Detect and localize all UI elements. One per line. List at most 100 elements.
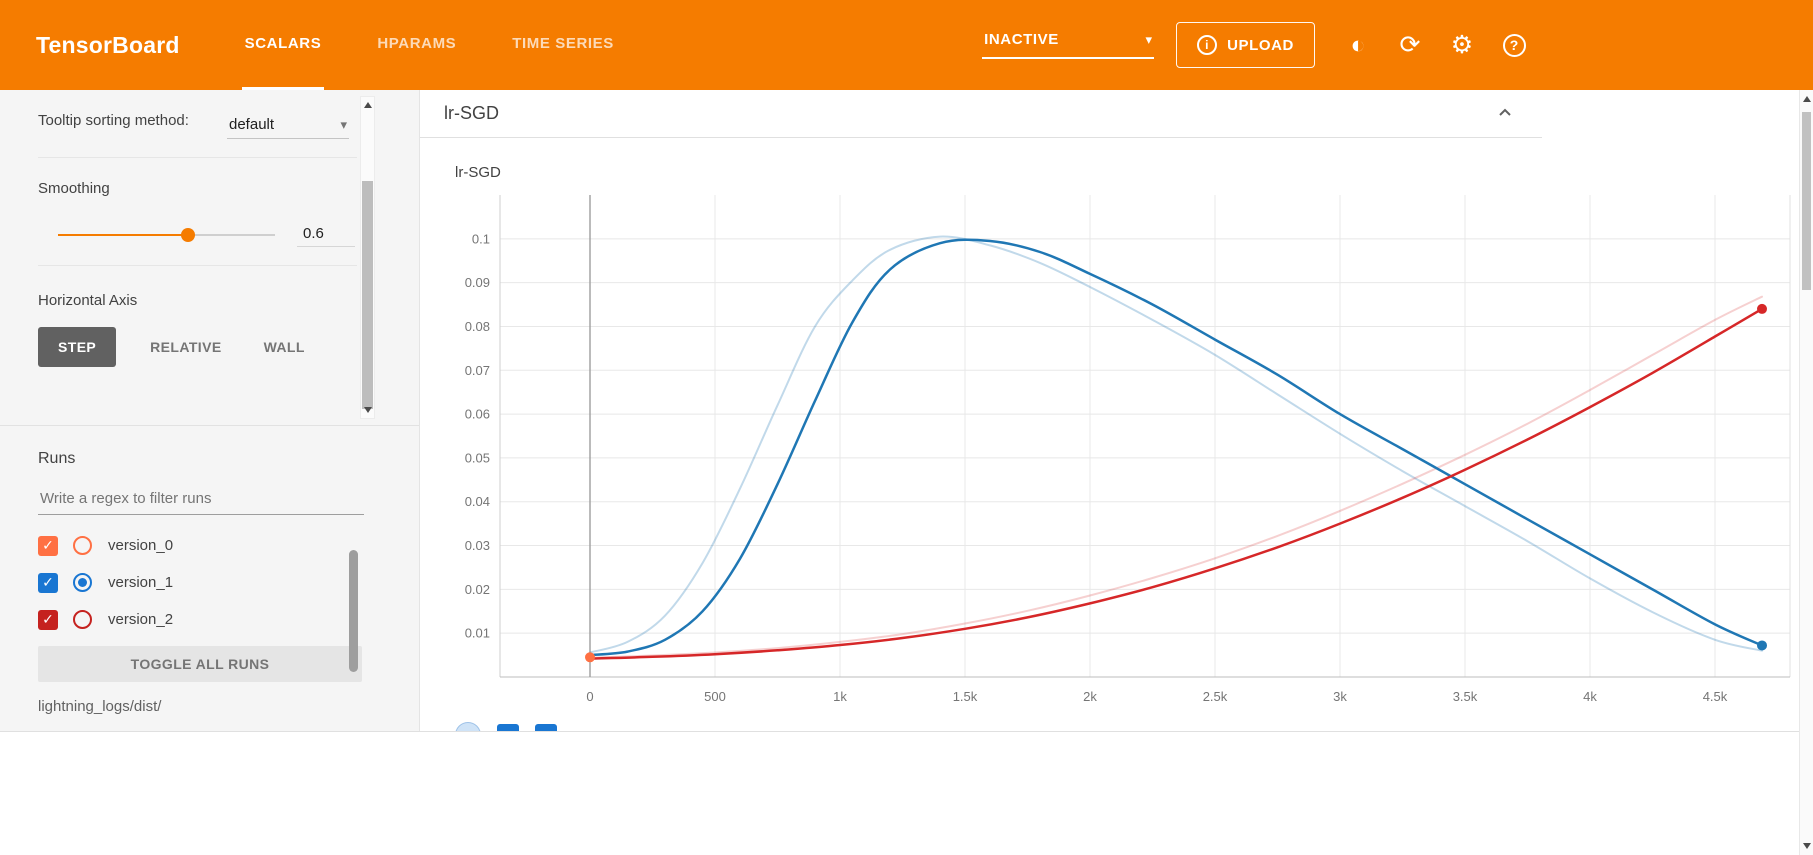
axis-step-button[interactable]: STEP <box>38 327 117 367</box>
chart-group-header[interactable]: lr-SGD <box>420 90 1542 138</box>
y-tick-label: 0.03 <box>465 538 490 553</box>
tab-time-series[interactable]: TIME SERIES <box>512 35 614 52</box>
scroll-up-icon[interactable] <box>1803 96 1811 102</box>
run-row[interactable]: version_0 <box>38 527 419 564</box>
page-scrollbar[interactable] <box>1799 90 1813 855</box>
topbar: TensorBoard SCALARS HPARAMS TIME SERIES … <box>0 0 1813 90</box>
y-tick-label: 0.05 <box>465 450 490 465</box>
settings-scrollbar-thumb[interactable] <box>362 181 373 409</box>
horizontal-axis-label: Horizontal Axis <box>38 292 138 309</box>
sidebar: Tooltip sorting method: default Smoothin… <box>0 90 420 731</box>
chart-title: lr-SGD <box>455 164 501 181</box>
radio-dot <box>78 615 87 624</box>
series-end-dot-version_1-smoothed <box>1757 640 1767 651</box>
smoothing-slider-thumb[interactable] <box>181 228 196 242</box>
run-checkbox[interactable] <box>38 572 58 593</box>
tab-hparams[interactable]: HPARAMS <box>377 35 457 52</box>
y-tick-label: 0.09 <box>465 275 490 290</box>
smoothing-label: Smoothing <box>38 180 110 197</box>
app-title: TensorBoard <box>36 31 180 58</box>
run-row[interactable]: version_1 <box>38 564 419 601</box>
upload-button-label: UPLOAD <box>1227 36 1294 54</box>
smoothing-slider[interactable] <box>58 228 275 242</box>
divider <box>38 157 357 158</box>
run-checkbox[interactable] <box>38 535 58 556</box>
log-directory-label: lightning_logs/dist/ <box>38 698 162 715</box>
axis-wall-button[interactable]: WALL <box>256 327 313 367</box>
x-tick-label: 4.5k <box>1703 689 1728 704</box>
topbar-icon-group: ◐ ⟳ ⚙ ? <box>1337 24 1535 66</box>
run-radio[interactable] <box>73 573 92 592</box>
status-dropdown[interactable]: INACTIVE <box>982 31 1155 59</box>
series-point-version_0 <box>585 652 595 663</box>
x-tick-label: 2k <box>1083 689 1097 704</box>
settings-panel: Tooltip sorting method: default Smoothin… <box>0 90 419 426</box>
lr-sgd-chart[interactable]: 0 500 1k 1.5k 2k 2.5k 3k 3.5k 4k 4.5k 0.01 0.02 0.03… <box>435 183 1800 715</box>
run-name: version_0 <box>108 537 174 554</box>
content-row: Tooltip sorting method: default Smoothin… <box>0 90 1813 731</box>
x-tick-label: 1.5k <box>953 689 978 704</box>
divider <box>38 265 357 266</box>
y-tick-label: 0.08 <box>465 319 490 334</box>
y-tick-label: 0.01 <box>465 626 490 641</box>
run-checkbox[interactable] <box>38 609 58 630</box>
smoothing-slider-fill <box>58 234 189 236</box>
info-icon: i <box>1197 35 1218 55</box>
chevron-down-icon <box>340 118 347 131</box>
run-name: version_1 <box>108 574 174 591</box>
tooltip-sorting-row: Tooltip sorting method: default <box>0 90 419 139</box>
status-dropdown-value: INACTIVE <box>984 31 1059 48</box>
chevron-down-icon <box>1146 33 1153 46</box>
horizontal-axis-options: STEP RELATIVE WALL <box>38 327 419 367</box>
axis-relative-button[interactable]: RELATIVE <box>142 327 229 367</box>
page-bottom-strip <box>0 731 1813 855</box>
tab-bar: SCALARS HPARAMS TIME SERIES <box>241 0 617 90</box>
run-radio[interactable] <box>73 610 92 629</box>
x-tick-label: 500 <box>704 689 726 704</box>
y-tick-label: 0.1 <box>472 231 490 246</box>
radio-dot <box>78 541 87 550</box>
smoothing-row <box>58 223 355 247</box>
toggle-all-runs-button[interactable]: TOGGLE ALL RUNS <box>38 646 362 682</box>
series-line-version_1-smoothed <box>588 238 1764 657</box>
brightness-icon[interactable]: ◐ <box>1337 24 1379 66</box>
x-tick-label: 0 <box>586 689 593 704</box>
series-line-version_1-original <box>589 235 1763 654</box>
x-tick-label: 3.5k <box>1453 689 1478 704</box>
scroll-down-icon[interactable] <box>1803 843 1811 849</box>
scroll-up-icon[interactable] <box>364 102 372 108</box>
tooltip-sorting-label: Tooltip sorting method: <box>38 112 189 129</box>
runs-section: Runs version_0 version_1 version_2 <box>0 450 419 715</box>
page-scrollbar-thumb[interactable] <box>1802 112 1811 290</box>
series-line-version_2-smoothed <box>588 307 1764 660</box>
chart-card: lr-SGD 0 500 1k 1.5k 2k 2.5k 3k 3.5k 4k 4.5k 0.01 0… <box>420 164 1813 731</box>
chart-footer-actions <box>455 722 1813 731</box>
chart-pin-icon[interactable] <box>497 724 519 731</box>
scroll-down-icon[interactable] <box>364 407 372 413</box>
help-icon[interactable]: ? <box>1493 24 1535 66</box>
series-line-version_2-original <box>589 295 1763 659</box>
run-row[interactable]: version_2 <box>38 601 419 638</box>
x-tick-label: 2.5k <box>1203 689 1228 704</box>
x-tick-label: 4k <box>1583 689 1597 704</box>
runs-filter-input[interactable] <box>38 486 364 515</box>
smoothing-value-input[interactable] <box>297 223 355 247</box>
x-tick-label: 1k <box>833 689 847 704</box>
run-radio[interactable] <box>73 536 92 555</box>
collapse-chevron-up-icon[interactable] <box>1496 104 1514 125</box>
tab-scalars[interactable]: SCALARS <box>241 0 325 90</box>
chart-fullscreen-icon[interactable] <box>535 724 557 731</box>
runs-scrollbar-thumb[interactable] <box>349 550 358 672</box>
chart-overflow-icon[interactable] <box>455 722 481 731</box>
tooltip-sorting-dropdown[interactable]: default <box>227 110 349 139</box>
settings-scrollbar[interactable] <box>360 96 375 419</box>
runs-title: Runs <box>38 450 76 467</box>
run-name: version_2 <box>108 611 174 628</box>
series-end-dot-version_2-smoothed <box>1757 303 1767 314</box>
settings-icon[interactable]: ⚙ <box>1441 24 1483 66</box>
upload-button[interactable]: i UPLOAD <box>1176 22 1315 68</box>
refresh-icon[interactable]: ⟳ <box>1389 24 1431 66</box>
y-tick-label: 0.02 <box>465 582 490 597</box>
tooltip-sorting-value: default <box>229 116 275 133</box>
y-tick-label: 0.07 <box>465 363 490 378</box>
